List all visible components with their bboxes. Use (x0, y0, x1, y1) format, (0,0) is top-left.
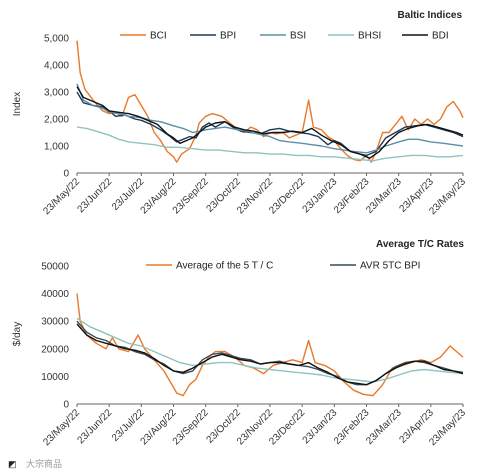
top-x-tick-label: 23/Sep/22 (171, 176, 211, 216)
bottom-legend: Average of the 5 T / C AVR 5TC BPI (146, 261, 420, 272)
bot-y-tick-label: 40000 (41, 289, 69, 300)
watermark-text: 大宗商品 (26, 458, 62, 469)
top-legend-label: BCI (150, 31, 167, 42)
top-y-tick-label: 3,000 (44, 88, 69, 99)
bot-x-tick-label: 23/Jun/22 (75, 407, 114, 446)
top-series-line-2 (76, 83, 464, 154)
top-series (76, 40, 464, 163)
top-y-tick-label: 5,000 (44, 34, 69, 45)
bot-y-tick-label: 10000 (41, 372, 69, 383)
top-legend-label: BPI (220, 31, 236, 42)
bottom-y-ticks: 0 10000 20000 30000 40000 50000 (41, 262, 69, 411)
bottom-x-ticks: 23/May/2223/Jun/2223/Jul/2223/Aug/2223/S… (41, 404, 468, 448)
bottom-chart-ylabel: $/day (12, 322, 23, 346)
bot-y-tick-label: 0 (63, 400, 69, 411)
bottom-chart-title: Average T/C Rates (376, 239, 464, 250)
top-chart-title: Baltic Indices (398, 10, 463, 21)
bot-legend-label: AVR 5TC BPI (360, 261, 420, 272)
bot-y-tick-label: 30000 (41, 317, 69, 328)
bot-x-tick-label: 23/Mar/23 (364, 407, 404, 447)
top-legend-label: BSI (290, 31, 306, 42)
top-y-tick-label: 1,000 (44, 142, 69, 153)
bot-y-tick-label: 20000 (41, 344, 69, 355)
bot-y-tick-label: 50000 (41, 262, 69, 273)
bot-x-tick-label: 23/Sep/22 (171, 407, 211, 447)
top-series-line-3 (76, 126, 464, 162)
bot-legend-label: Average of the 5 T / C (176, 261, 273, 272)
top-x-ticks: 23/May/2223/Jun/2223/Jul/2223/Aug/2223/S… (41, 173, 468, 217)
top-x-tick-label: 23/Mar/23 (364, 176, 404, 216)
top-x-tick-label: 23/Jun/22 (75, 176, 114, 215)
bottom-chart: Average T/C Rates $/day 0 10000 20000 30000… (12, 239, 468, 448)
top-series-line-4 (76, 86, 464, 159)
bot-x-tick-label: 23/Dec/22 (267, 407, 307, 447)
top-series-line-0 (76, 40, 464, 163)
top-y-tick-label: 0 (63, 169, 69, 180)
top-y-tick-label: 2,000 (44, 115, 69, 126)
top-legend-label: BHSI (358, 31, 381, 42)
top-legend-label: BDI (432, 31, 449, 42)
watermark-logo-icon: ◩ (8, 459, 17, 469)
top-x-tick-label: 23/Dec/22 (267, 176, 307, 216)
top-chart-ylabel: Index (12, 92, 23, 116)
bot-series-line-2 (76, 317, 464, 383)
top-y-ticks: 0 1,000 2,000 3,000 4,000 5,000 (44, 34, 69, 180)
bottom-series (76, 293, 464, 397)
top-legend: BCI BPI BSI BHSI BDI (120, 31, 449, 42)
bot-series-line-1 (76, 320, 464, 386)
top-chart: Baltic Indices Index 0 1,000 2,000 3,000 4,0… (12, 10, 468, 217)
top-x-tick-label: 23/May/22 (41, 176, 82, 217)
bot-x-tick-label: 23/May/22 (41, 407, 82, 448)
bot-series-line-3 (76, 323, 464, 386)
top-y-tick-label: 4,000 (44, 61, 69, 72)
